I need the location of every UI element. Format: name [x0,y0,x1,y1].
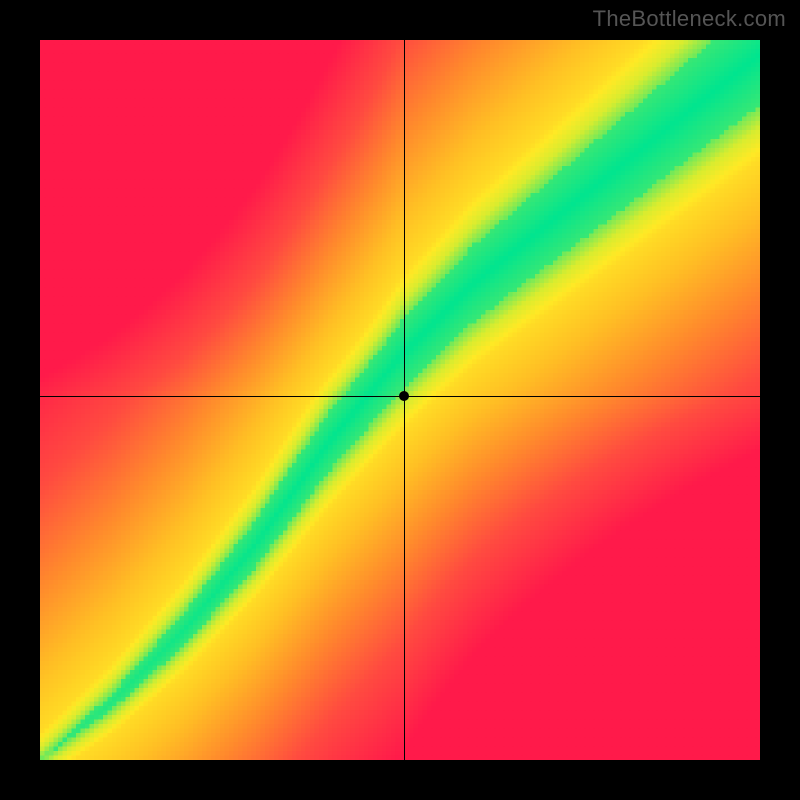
watermark-text: TheBottleneck.com [593,6,786,32]
chart-frame: TheBottleneck.com [0,0,800,800]
plot-area [40,40,760,760]
selection-marker [399,391,409,401]
